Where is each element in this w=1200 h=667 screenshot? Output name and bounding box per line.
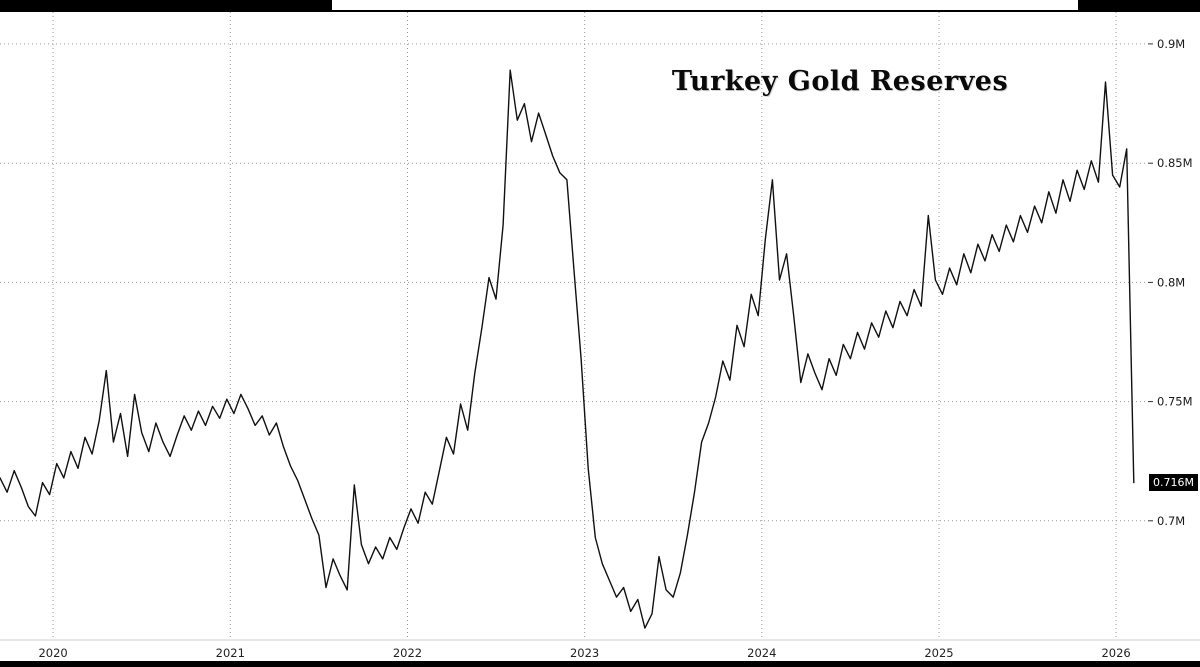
chart-title: Turkey Gold Reserves: [671, 66, 1009, 97]
cropped-toolbar-right: [1078, 0, 1200, 10]
cropped-toolbar-left: [0, 0, 332, 12]
y-tick-label: 0.7M: [1157, 514, 1185, 528]
x-tick-label: 2023: [570, 646, 599, 660]
top-border-line: [0, 10, 1200, 12]
bottom-border-bar: [0, 661, 1200, 667]
y-tick-label: 0.75M: [1157, 395, 1193, 409]
x-tick-label: 2021: [216, 646, 245, 660]
y-tick-label: 0.85M: [1157, 156, 1193, 170]
x-tick-label: 2025: [924, 646, 953, 660]
series-line: [0, 69, 1135, 629]
x-tick-label: 2022: [393, 646, 422, 660]
y-tick-label: 0.8M: [1157, 275, 1185, 289]
x-tick-label: 2026: [1101, 646, 1130, 660]
y-tick-label: 0.9M: [1157, 37, 1185, 51]
x-tick-label: 2020: [38, 646, 67, 660]
last-value-badge: 0.716M: [1149, 474, 1198, 491]
x-tick-label: 2024: [747, 646, 776, 660]
